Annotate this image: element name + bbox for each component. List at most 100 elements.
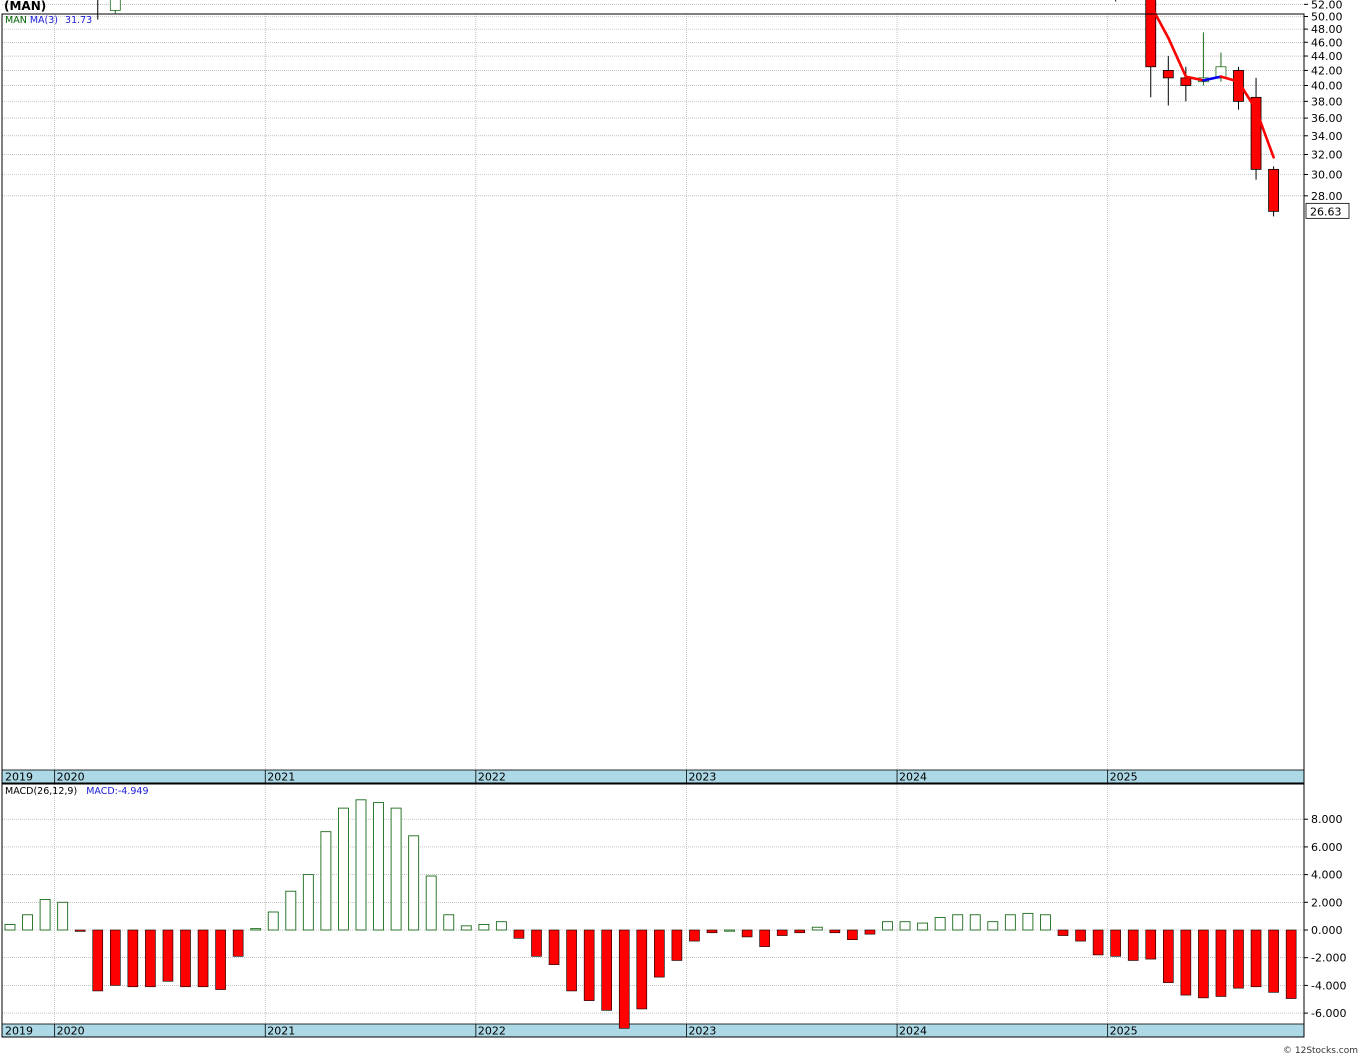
- macd-bar-positive: [338, 807, 349, 931]
- macd-bar-positive: [425, 875, 437, 931]
- candle: [1198, 32, 1209, 86]
- ma-segment: [1219, 75, 1240, 83]
- year-label: 2025: [1110, 771, 1138, 784]
- chart-title: (MAN): [4, 0, 47, 13]
- price-year-axis: 2019 2020 2021 2022 2023 2024 2025: [1, 769, 1305, 784]
- macd-bar-positive: [934, 917, 946, 931]
- macd-bar-positive: [22, 914, 33, 931]
- last-price-tag-group: 26.63: [1305, 202, 1350, 219]
- macd-bar-negative: [566, 929, 577, 992]
- macd-bar-negative: [847, 929, 858, 940]
- macd-bar-positive: [250, 928, 262, 931]
- year-label: 2021: [267, 771, 295, 784]
- macd-bar-positive: [478, 924, 490, 931]
- ma-segment: [1167, 36, 1188, 78]
- year-label: 2024: [899, 1025, 927, 1038]
- macd-tick-label: 0.000: [1311, 924, 1343, 937]
- macd-bar-negative: [162, 929, 174, 982]
- macd-bar-positive: [1039, 914, 1051, 931]
- price-tick-label: 38.00: [1311, 95, 1343, 108]
- candle-body-up: [109, 0, 121, 11]
- price-tick-label: 52.00: [1311, 0, 1343, 11]
- macd-bar-negative: [706, 929, 718, 934]
- macd-histogram: [4, 799, 1297, 1029]
- macd-bar-negative: [513, 929, 525, 939]
- macd-bar-positive: [302, 874, 314, 931]
- macd-bar-negative: [1163, 929, 1174, 983]
- macd-bar-positive: [969, 914, 981, 931]
- macd-bar-positive: [899, 921, 911, 931]
- macd-bar-negative: [1075, 929, 1086, 942]
- price-tick-label: 48.00: [1311, 23, 1343, 36]
- ma-segment: [1146, 0, 1153, 7]
- macd-bar-negative: [864, 929, 876, 935]
- price-panel-frame: [1, 13, 1305, 784]
- macd-tick-label: 8.000: [1311, 813, 1343, 826]
- candle: [109, 0, 121, 14]
- macd-bar-negative: [601, 929, 613, 1011]
- macd-bar-negative: [1215, 929, 1227, 997]
- macd-bar-negative: [145, 929, 156, 988]
- macd-value: MACD:-4.949: [86, 786, 149, 797]
- candle: [1115, 0, 1117, 2]
- year-label: 2022: [478, 771, 506, 784]
- macd-bar-positive: [320, 831, 332, 931]
- candle-body-down: [1268, 168, 1279, 212]
- macd-bar-positive: [952, 914, 964, 931]
- candle: [1233, 66, 1244, 110]
- macd-tick-label: -6.000: [1311, 1007, 1346, 1020]
- price-axis: 106.00102.0098.0094.0090.0086.0082.0078.…: [1304, 0, 1343, 203]
- year-label: 2020: [57, 771, 85, 784]
- candlestick-series: [97, 0, 1279, 217]
- ma-segment: [1202, 75, 1223, 82]
- macd-bar-positive: [373, 802, 384, 931]
- candle-body-down: [1233, 70, 1244, 102]
- macd-bar-negative: [548, 929, 560, 965]
- macd-tick-label: 2.000: [1311, 896, 1343, 909]
- macd-bar-positive: [267, 911, 279, 931]
- ma-segment: [1254, 108, 1275, 159]
- macd-panel-frame: [1, 783, 1305, 1038]
- year-label: 2022: [478, 1025, 506, 1038]
- macd-bar-negative: [829, 929, 841, 934]
- price-tick-label: 34.00: [1311, 130, 1343, 143]
- macd-bar-negative: [1198, 929, 1209, 999]
- candle-body-down: [1162, 70, 1174, 79]
- macd-tick-label: -4.000: [1311, 979, 1346, 992]
- price-legend: MAN MA(3) 31.73: [5, 15, 92, 26]
- year-label: 2019: [5, 771, 33, 784]
- last-price-tag: 26.63: [1310, 205, 1342, 218]
- macd-bar-positive: [811, 926, 823, 931]
- macd-bar-negative: [794, 929, 806, 934]
- price-tick-label: 50.00: [1311, 10, 1343, 23]
- macd-tick-label: -2.000: [1311, 952, 1346, 965]
- ma-segment: [1184, 75, 1205, 82]
- macd-axis: 8.000 6.000 4.000 2.000 0.000 -2.000 -4.000 -6.…: [1304, 813, 1346, 1020]
- macd-bar-negative: [180, 929, 191, 988]
- macd-bar-negative: [127, 929, 139, 988]
- macd-bar-positive: [443, 914, 455, 931]
- macd-bar-positive: [1022, 912, 1034, 931]
- macd-bar-negative: [1057, 929, 1069, 936]
- macd-bar-negative: [1250, 929, 1262, 988]
- price-tick-label: 40.00: [1311, 80, 1343, 93]
- macd-bar-negative: [1268, 929, 1279, 993]
- macd-bar-negative: [636, 929, 648, 1010]
- macd-bar-positive: [4, 924, 16, 931]
- price-tick-label: 42.00: [1311, 64, 1343, 77]
- panel-frames: [1, 13, 1305, 1038]
- year-label: 2019: [5, 1025, 33, 1038]
- candle: [1145, 0, 1157, 98]
- macd-bar-positive: [1004, 914, 1016, 931]
- macd-bar-negative: [1092, 929, 1104, 956]
- candle: [1250, 77, 1262, 180]
- macd-bar-negative: [215, 929, 226, 990]
- macd-bar-positive: [57, 901, 69, 931]
- macd-bar-negative: [197, 929, 209, 988]
- macd-bar-positive: [917, 922, 929, 931]
- macd-grid: [2, 784, 1304, 1024]
- macd-tick-label: 6.000: [1311, 841, 1343, 854]
- last-price-tag-box: [1305, 202, 1350, 219]
